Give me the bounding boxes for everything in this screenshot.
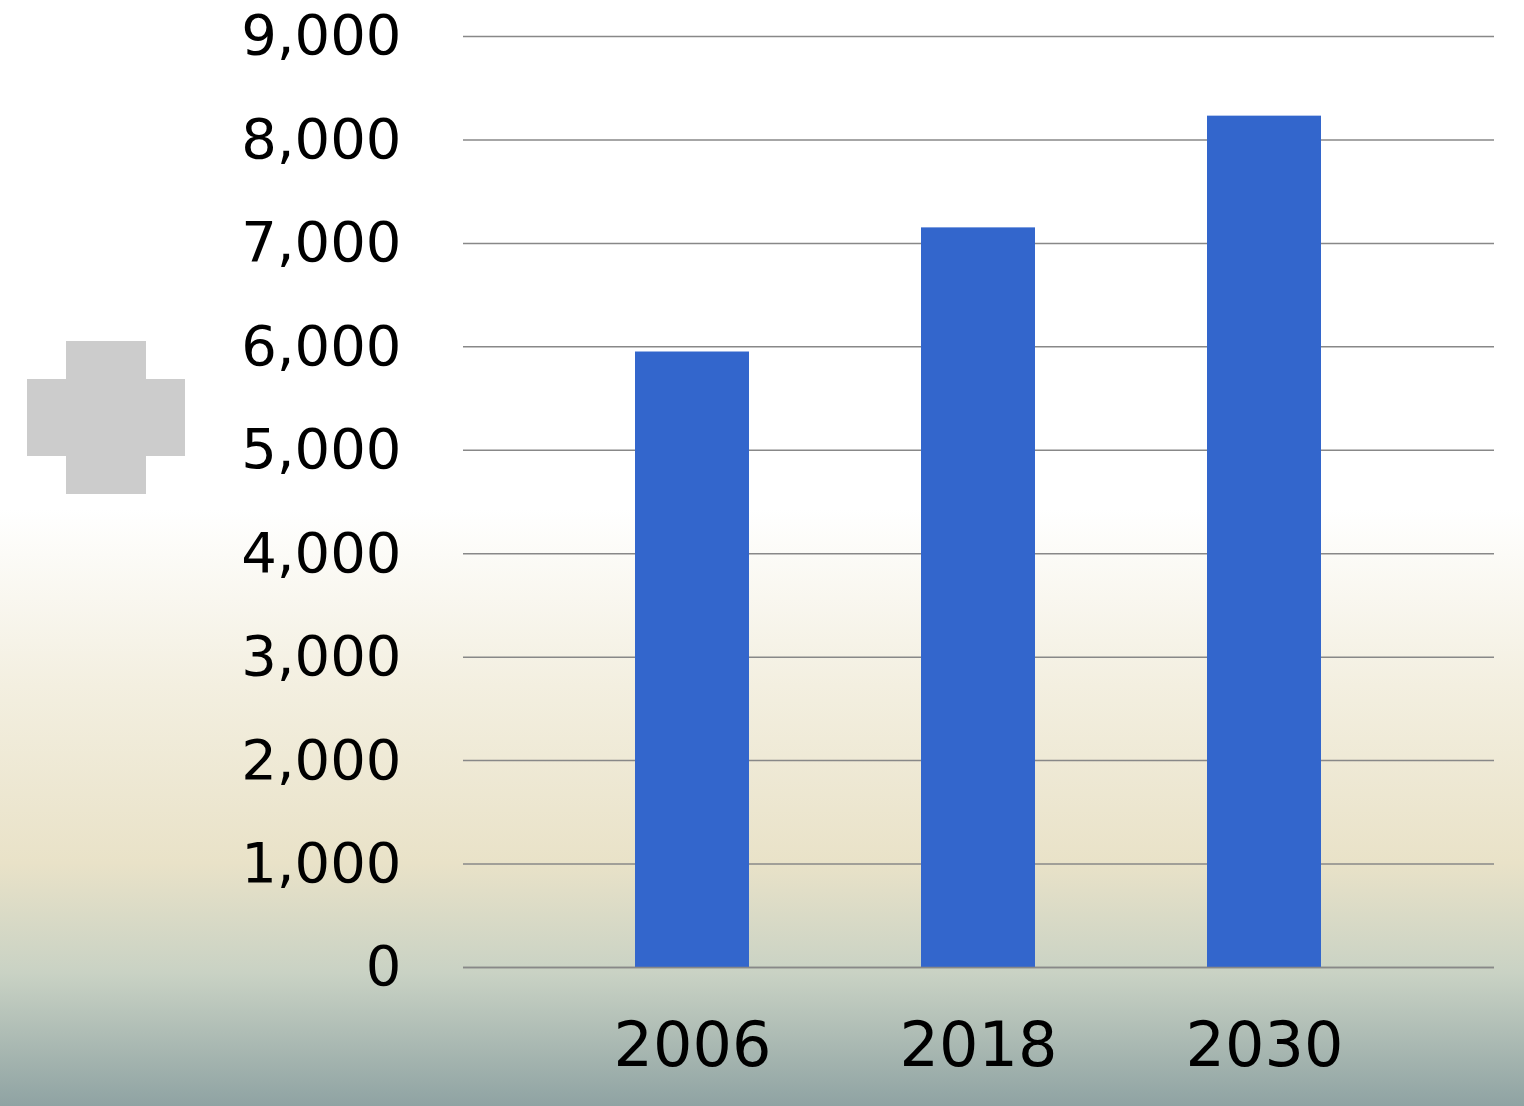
svg-text:1,000: 1,000 xyxy=(241,830,401,895)
svg-text:0: 0 xyxy=(366,933,402,998)
svg-text:9,000: 9,000 xyxy=(241,2,401,67)
svg-text:2006: 2006 xyxy=(614,1008,772,1081)
svg-text:5,000: 5,000 xyxy=(241,416,401,481)
svg-text:3,000: 3,000 xyxy=(241,623,401,688)
svg-text:2,000: 2,000 xyxy=(241,727,401,792)
svg-text:7,000: 7,000 xyxy=(241,209,401,274)
svg-text:6,000: 6,000 xyxy=(241,313,401,378)
svg-text:8,000: 8,000 xyxy=(241,106,401,171)
svg-text:2030: 2030 xyxy=(1186,1008,1344,1081)
svg-text:4,000: 4,000 xyxy=(241,520,401,585)
svg-text:2018: 2018 xyxy=(900,1008,1058,1081)
